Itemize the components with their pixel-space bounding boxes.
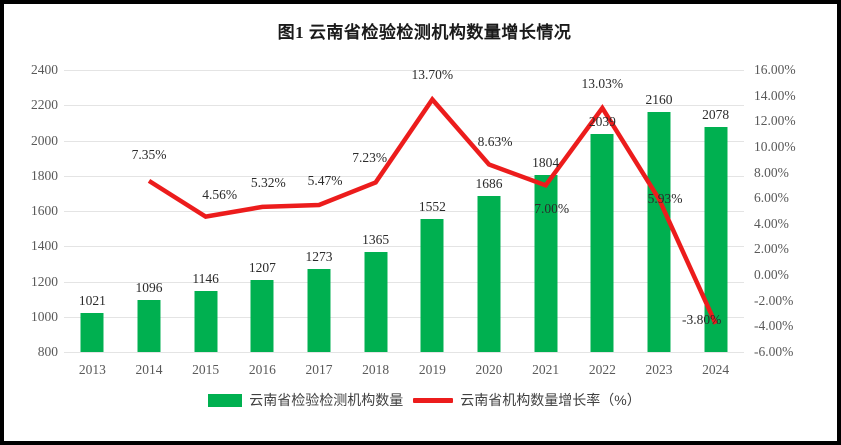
bar-value-label: 1552 — [418, 199, 446, 215]
x-axis-tick-label: 2019 — [418, 362, 446, 377]
right-axis-tick-label: 14.00% — [754, 87, 796, 103]
legend-item-line-series[interactable]: 云南省机构数量增长率（%） — [413, 390, 641, 410]
bar[interactable] — [194, 291, 218, 352]
x-axis-tick-label: 2016 — [248, 362, 276, 377]
bar-value-label: 1207 — [248, 260, 276, 276]
gridline — [64, 352, 744, 353]
right-axis-tick-label: -2.00% — [754, 292, 794, 308]
line-value-label: -3.80% — [681, 311, 722, 327]
right-axis-tick-label: 12.00% — [754, 113, 796, 129]
left-axis-tick-label: 1600 — [31, 203, 58, 218]
x-axis-tick-label: 2014 — [135, 362, 163, 377]
x-axis-tick-label: 2024 — [702, 362, 730, 377]
bar[interactable] — [250, 280, 274, 352]
left-axis-tick-label: 1200 — [31, 273, 58, 289]
bar-value-label: 1365 — [362, 232, 390, 248]
right-axis-tick-label: 8.00% — [754, 164, 789, 180]
bar[interactable] — [307, 268, 331, 352]
plot-area: 1021 1096 1146 1207 1273 1365 1552 1686 1804 2039… — [64, 67, 744, 353]
bar[interactable] — [80, 313, 104, 352]
bar-value-label: 1273 — [305, 248, 333, 264]
x-axis-tick-label: 2017 — [305, 362, 333, 377]
x-axis-tick-label: 2023 — [645, 362, 673, 377]
right-axis-tick-label: -6.00% — [754, 344, 794, 359]
line-value-label: 5.93% — [647, 191, 683, 207]
left-axis-tick-label: 1400 — [31, 238, 58, 254]
right-axis-tick-label: 0.00% — [754, 267, 789, 283]
legend-item-bar-series[interactable]: 云南省检验检测机构数量 — [208, 390, 403, 410]
line-value-label: 7.35% — [131, 146, 167, 162]
legend: 云南省检验检测机构数量 云南省机构数量增长率（%） — [4, 390, 837, 410]
right-axis-tick-label: 4.00% — [754, 215, 789, 231]
gridline — [64, 140, 744, 142]
right-axis-tick-label: 2.00% — [754, 241, 789, 257]
left-axis-tick-label: 1000 — [31, 308, 58, 324]
bar[interactable] — [477, 195, 501, 352]
line-value-label: 7.23% — [352, 150, 388, 166]
x-axis-tick-label: 2013 — [78, 362, 106, 377]
left-axis-tick-label: 800 — [37, 344, 58, 359]
legend-label-line-series: 云南省机构数量增长率（%） — [460, 392, 641, 408]
x-axis-tick-label: 2022 — [588, 362, 616, 377]
bar-value-label: 1021 — [78, 293, 106, 309]
gridline — [64, 316, 744, 318]
left-axis-tick-label: 2200 — [31, 97, 58, 113]
bar[interactable] — [590, 133, 614, 352]
gridline — [64, 70, 744, 71]
bar[interactable] — [137, 299, 161, 352]
right-axis-tick-label: 6.00% — [754, 190, 789, 206]
bar-value-label: 2078 — [702, 106, 730, 122]
chart-title: 图1 云南省检验检测机构数量增长情况 — [277, 23, 572, 42]
line-value-label: 7.00% — [534, 201, 570, 217]
gridline — [64, 246, 744, 248]
line-value-label: 13.03% — [581, 76, 624, 92]
bar-value-label: 1146 — [192, 271, 219, 287]
x-axis-tick-label: 2018 — [362, 362, 390, 377]
gridline — [64, 281, 744, 283]
bar[interactable] — [364, 252, 388, 352]
bar-value-label: 1096 — [135, 279, 163, 295]
bar-value-label: 2160 — [645, 92, 673, 108]
x-axis-tick-label: 2015 — [192, 362, 220, 377]
x-axis-tick-label: 2020 — [475, 362, 503, 377]
green-bar-swatch-icon — [208, 393, 243, 407]
bar-value-label: 1804 — [532, 155, 560, 171]
line-value-label: 4.56% — [202, 186, 238, 202]
red-line-swatch-icon — [413, 397, 454, 403]
gridline — [64, 175, 744, 177]
left-axis-tick-label: 2400 — [31, 62, 58, 77]
gridline — [64, 211, 744, 212]
left-axis-tick-label: 2000 — [31, 132, 58, 148]
left-axis-tick-label: 1800 — [31, 167, 58, 183]
legend-label-bar-series: 云南省检验检测机构数量 — [249, 392, 404, 408]
x-axis-tick-label: 2021 — [532, 362, 560, 377]
bar[interactable] — [647, 112, 671, 352]
line-value-label: 5.32% — [250, 174, 286, 190]
line-value-label: 13.70% — [411, 67, 454, 83]
bar-value-label: 2039 — [588, 113, 616, 129]
bar[interactable] — [420, 219, 444, 352]
bar-value-label: 1686 — [475, 175, 503, 191]
line-value-label: 8.63% — [477, 134, 513, 150]
right-axis-tick-label: 16.00% — [754, 62, 796, 77]
gridline — [64, 105, 744, 107]
right-axis-tick-label: 10.00% — [754, 138, 796, 154]
line-value-label: 5.47% — [307, 172, 343, 188]
right-axis-tick-label: -4.00% — [754, 318, 794, 334]
